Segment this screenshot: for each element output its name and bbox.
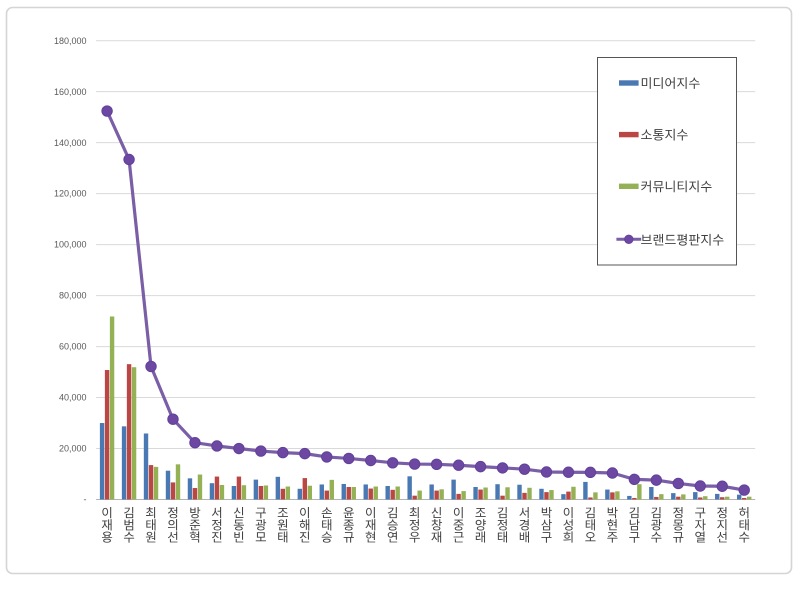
svg-text:180,000: 180,000 [54,36,87,46]
svg-text:80,000: 80,000 [59,291,87,301]
svg-text:100,000: 100,000 [54,240,87,250]
svg-text:-: - [84,495,87,505]
svg-text:160,000: 160,000 [54,87,87,97]
svg-text:40,000: 40,000 [59,393,87,403]
svg-text:140,000: 140,000 [54,138,87,148]
svg-text:60,000: 60,000 [59,342,87,352]
svg-text:20,000: 20,000 [59,444,87,454]
svg-text:120,000: 120,000 [54,189,87,199]
